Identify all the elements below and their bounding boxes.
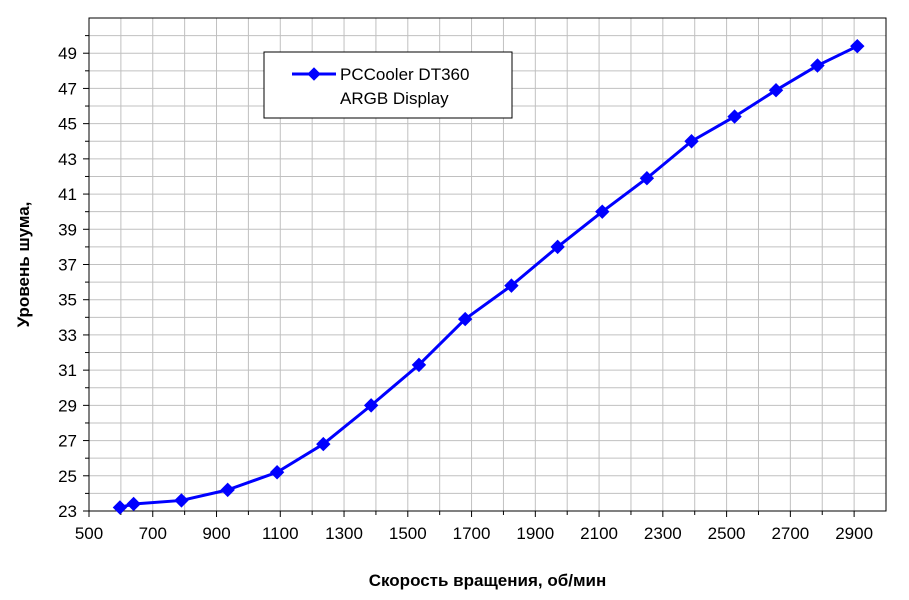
y-tick-label: 39: [58, 220, 77, 239]
data-point-marker: [457, 311, 473, 327]
data-point-marker: [411, 357, 427, 373]
x-tick-label: 2100: [580, 524, 618, 543]
y-tick-label: 23: [58, 502, 77, 521]
legend-marker-diamond: [307, 67, 321, 81]
data-point-marker: [174, 493, 189, 508]
data-point-marker: [768, 82, 784, 98]
x-axis-title: Скорость вращения, об/мин: [369, 571, 607, 590]
data-point-marker: [504, 278, 519, 293]
x-tick-label: 1900: [516, 524, 554, 543]
data-point-marker: [639, 171, 655, 186]
series-line: [119, 44, 858, 509]
y-tick-label: 35: [58, 291, 77, 310]
x-tick-label: 700: [139, 524, 167, 543]
x-tick-label: 2700: [771, 524, 809, 543]
x-tick-label: 1500: [389, 524, 427, 543]
x-tick-label: 900: [202, 524, 230, 543]
y-tick-label: 25: [58, 467, 77, 486]
data-point-marker: [810, 58, 825, 73]
series-layer: [112, 38, 865, 515]
data-point-marker: [727, 109, 742, 124]
data-point-marker: [220, 482, 235, 498]
y-tick-label: 29: [58, 396, 77, 415]
data-point-marker: [112, 500, 128, 515]
y-tick-label: 41: [58, 185, 77, 204]
legend-entry-line-2: ARGB Display: [340, 89, 449, 108]
x-tick-label: 1100: [262, 524, 299, 543]
data-point-marker: [595, 204, 610, 219]
data-point-marker: [684, 134, 699, 149]
x-tick-label: 2500: [708, 524, 746, 543]
y-tick-label: 31: [58, 361, 77, 380]
y-tick-label: 47: [58, 79, 77, 98]
x-tick-labels: 500 700 900 1100 1300 1500 1700 1900 2100 2300 250…: [75, 524, 873, 543]
data-point-marker: [269, 465, 285, 480]
legend-box: [263, 51, 513, 119]
y-tick-label: 49: [58, 44, 77, 63]
x-tick-label: 2900: [835, 524, 873, 543]
y-tick-label: 45: [58, 115, 77, 134]
data-point-marker: [850, 38, 865, 54]
data-point-marker: [126, 496, 141, 512]
y-tick-label: 27: [58, 432, 77, 451]
y-tick-label: 43: [58, 150, 77, 169]
y-tick-label: 33: [58, 326, 77, 345]
x-tick-label: 1300: [325, 524, 363, 543]
legend: PCCooler DT360 ARGB Display: [263, 51, 513, 119]
legend-entry-line-1: PCCooler DT360: [340, 65, 469, 84]
x-tick-label: 500: [75, 524, 103, 543]
x-tick-label: 2300: [644, 524, 682, 543]
data-point-marker: [550, 239, 565, 255]
data-point-marker: [363, 398, 379, 413]
y-tick-labels: 23 25 27 29 31 33 35 37 39 41 43 45 47 49: [58, 44, 77, 521]
data-point-marker: [316, 436, 331, 452]
y-axis-title: Уровень шума,: [14, 202, 33, 328]
tick-marks: [83, 35, 855, 517]
x-tick-label: 1700: [453, 524, 491, 543]
y-tick-label: 37: [58, 256, 77, 275]
